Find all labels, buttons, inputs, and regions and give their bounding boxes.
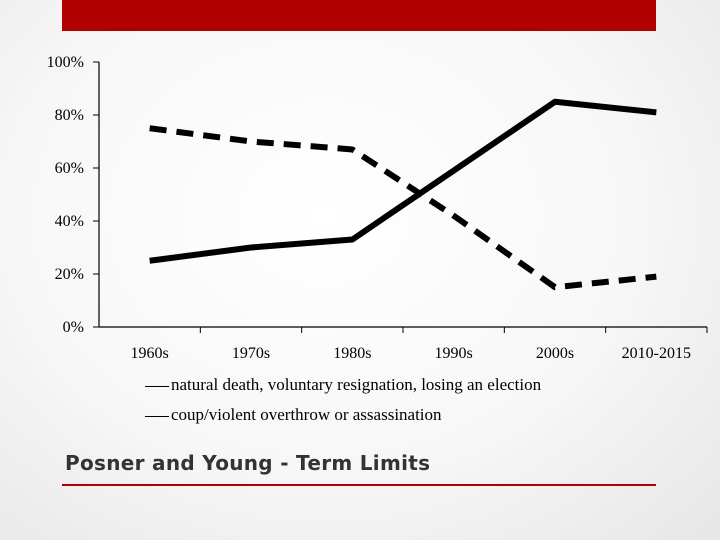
- slide-title: Posner and Young - Term Limits: [65, 451, 431, 475]
- x-tick-label: 2000s: [536, 345, 574, 362]
- y-tick-label: 80%: [55, 107, 84, 124]
- chart-legend: natural death, voluntary resignation, lo…: [145, 373, 541, 433]
- legend-solid-line-swatch: [145, 385, 169, 387]
- series-line-natural: [149, 98, 657, 264]
- y-tick-label: 60%: [55, 160, 84, 177]
- legend-label-natural: natural death, voluntary resignation, lo…: [171, 375, 542, 394]
- y-tick-label: 40%: [55, 213, 84, 230]
- x-tick-label: 1970s: [232, 345, 270, 362]
- line-chart: 100% 80% 60% 40% 20% 0% 1960s 1970s 1980s 1990s 2…: [47, 54, 708, 362]
- chart-axes: [93, 61, 708, 333]
- series-lines: [149, 98, 657, 291]
- y-axis-labels: 100% 80% 60% 40% 20% 0%: [47, 54, 84, 336]
- x-axis-labels: 1960s 1970s 1980s 1990s 2000s 2010-2015: [131, 345, 691, 362]
- x-tick-label: 1960s: [131, 345, 169, 362]
- footer-rule: [62, 484, 656, 486]
- legend-label-coup: coup/violent overthrow or assassination: [171, 405, 442, 424]
- top-accent-bar: [62, 0, 656, 31]
- x-tick-label: 1990s: [435, 345, 473, 362]
- x-tick-label: 2010-2015: [622, 345, 691, 362]
- y-tick-label: 0%: [63, 319, 84, 336]
- y-tick-label: 20%: [55, 266, 84, 283]
- y-tick-label: 100%: [47, 54, 84, 71]
- legend-line-swatch: [145, 415, 169, 417]
- series-line-coup: [149, 125, 657, 291]
- legend-item-natural: natural death, voluntary resignation, lo…: [145, 373, 541, 403]
- x-tick-label: 1980s: [333, 345, 371, 362]
- legend-item-coup: coup/violent overthrow or assassination: [145, 403, 541, 433]
